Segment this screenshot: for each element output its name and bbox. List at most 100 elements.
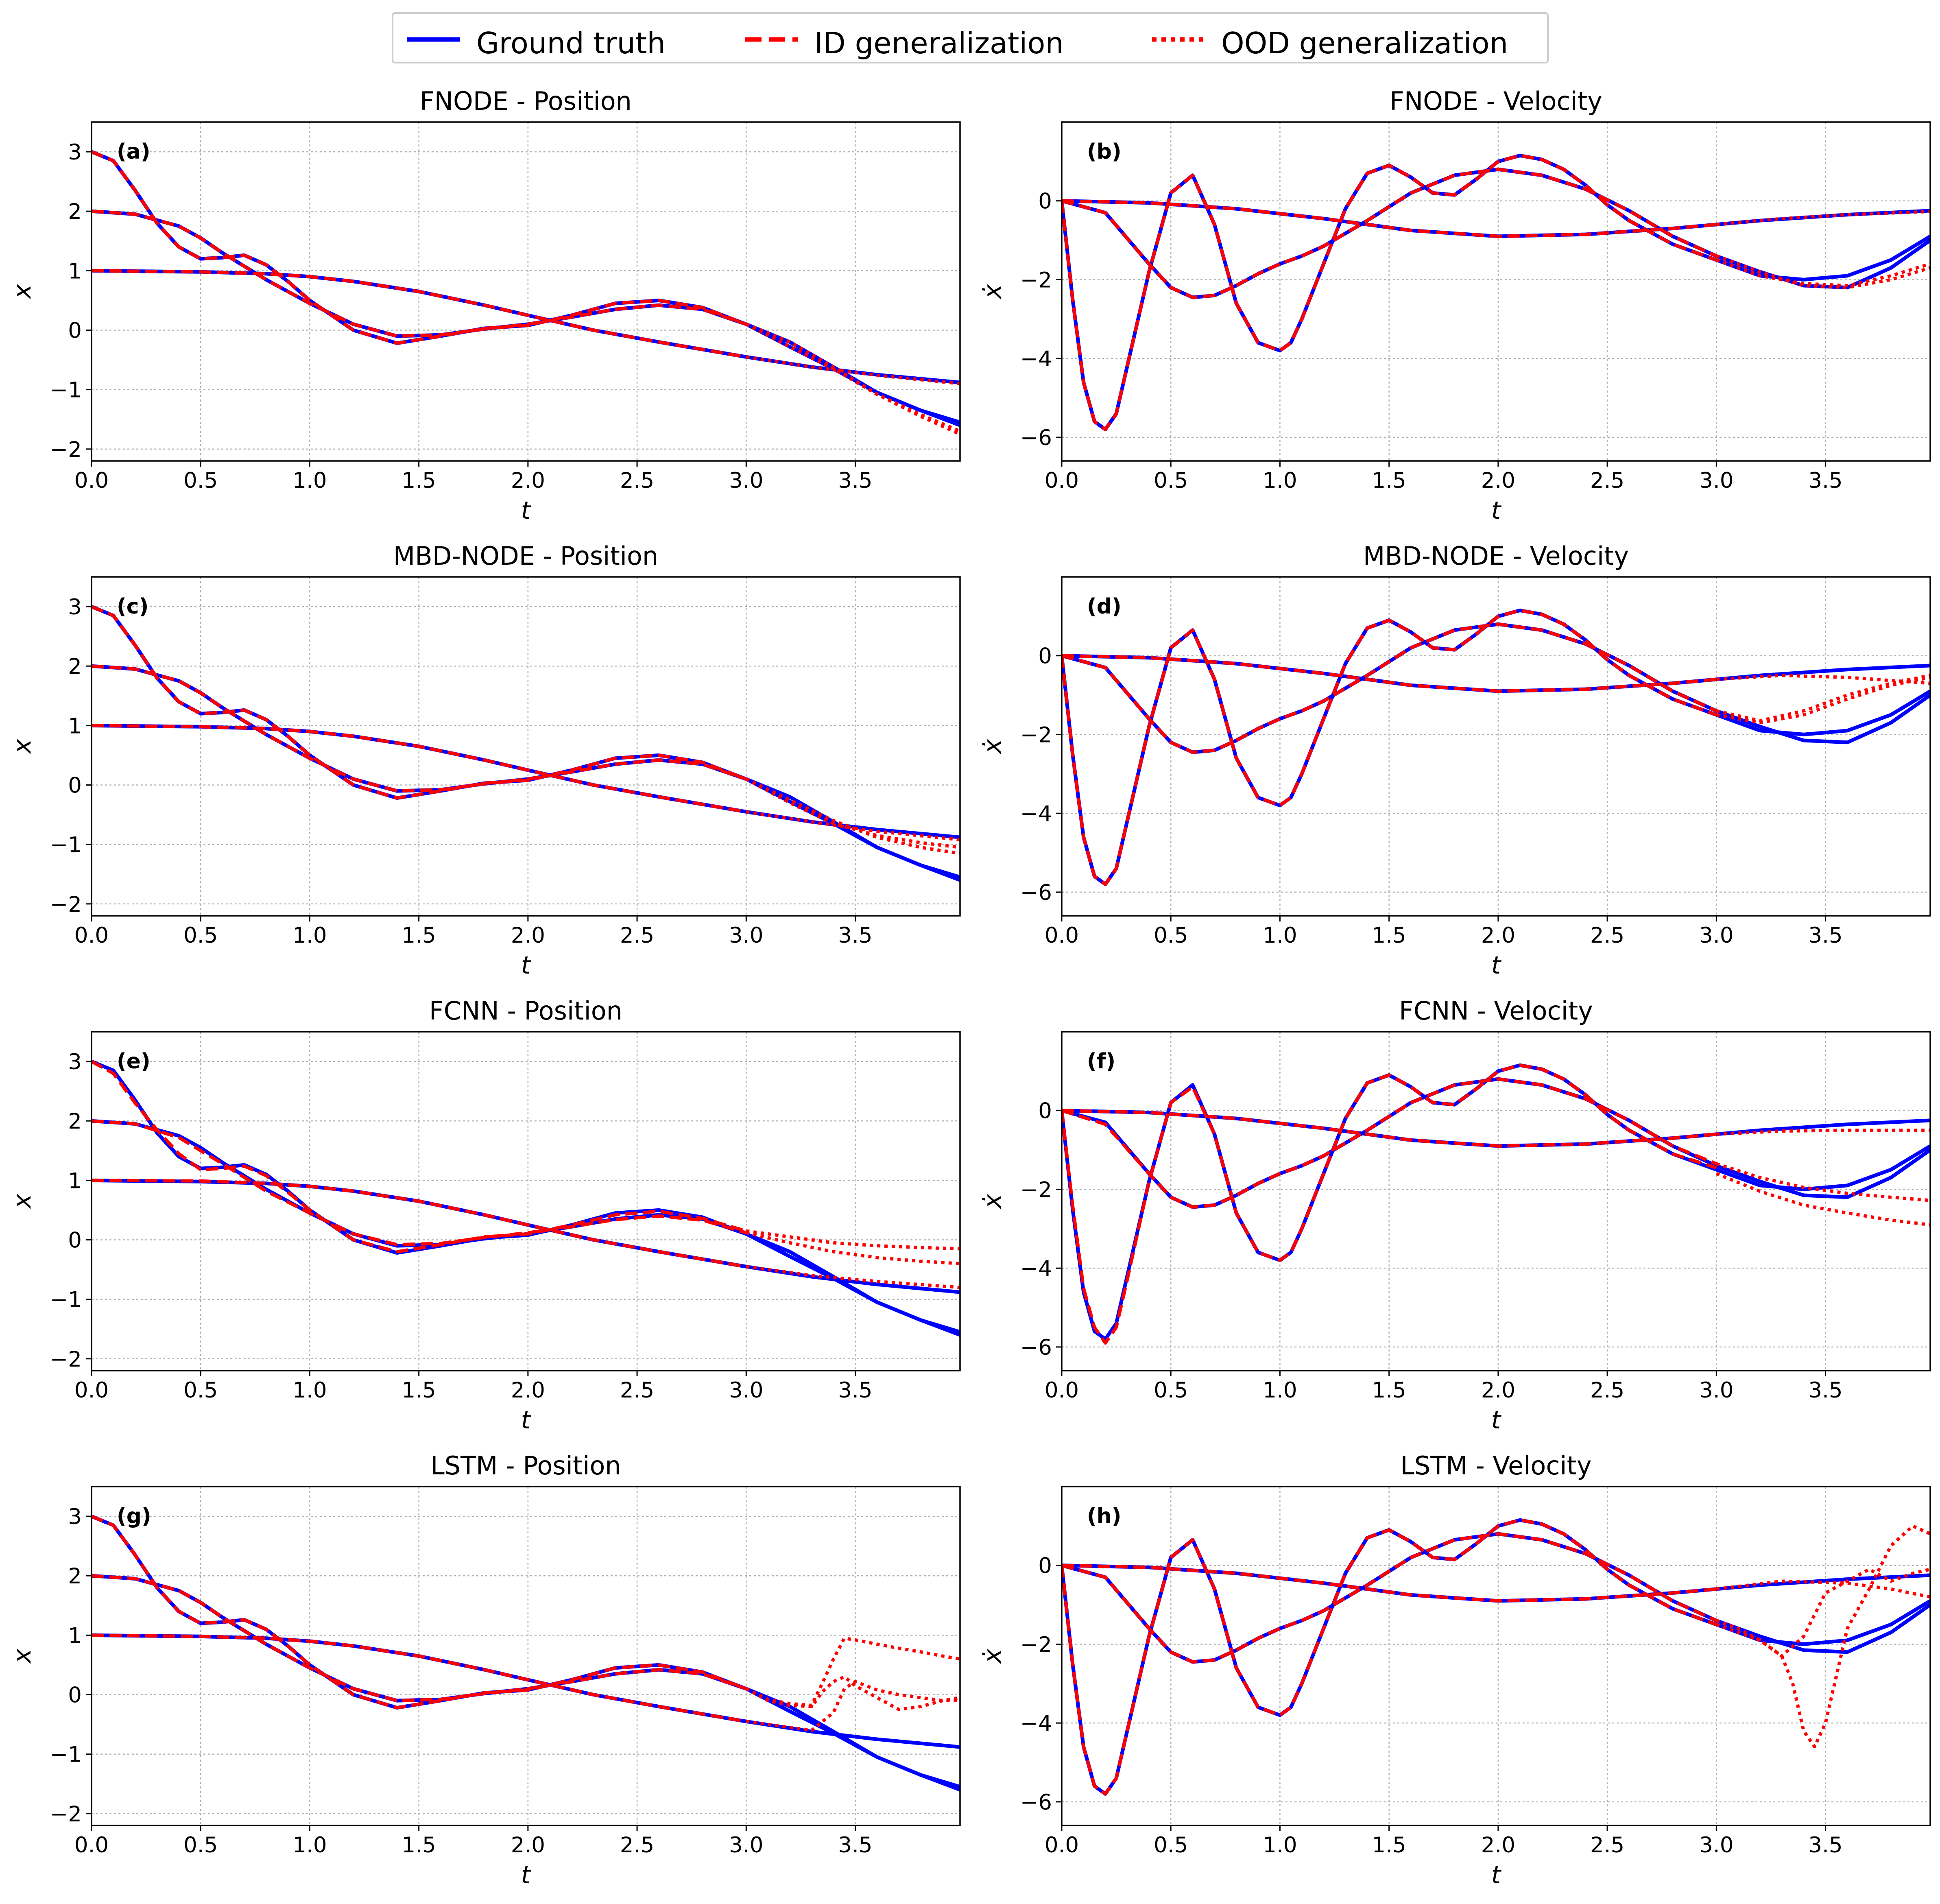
chart-panel-2: MBD-NODE - Position 0.0 0.5 1.0 1.5 2.0 2.5 3.0… (8, 541, 961, 980)
series-line-id (92, 605, 747, 800)
y-tick-label: 3 (68, 1050, 82, 1074)
x-tick-label: 3.0 (1699, 468, 1733, 493)
x-tick-label: 2.5 (1590, 468, 1624, 493)
x-tick-label: 2.5 (1590, 1378, 1624, 1403)
series-line-ood (746, 1265, 960, 1289)
x-tick-label: 1.5 (1372, 1833, 1406, 1858)
y-tick-label: −4 (1020, 801, 1052, 826)
x-tick-label: 1.5 (1372, 468, 1406, 493)
series-line-ood (746, 1229, 960, 1251)
x-tick-label: 2.0 (1481, 468, 1515, 493)
y-tick-label: −6 (1020, 1335, 1052, 1360)
series-line-id (1062, 1532, 1717, 1664)
chart-series-group (92, 1514, 960, 1792)
x-tick-label: 0.0 (74, 1833, 109, 1858)
y-tick-label: 0 (1038, 644, 1052, 669)
y-tick-label: −4 (1020, 1711, 1052, 1736)
y-axis-label: x (8, 284, 37, 299)
x-tick-label: 0.5 (183, 468, 218, 493)
x-tick-label: 0.5 (1154, 1833, 1188, 1858)
series-line-ood (1715, 258, 1930, 287)
series-line-ood (745, 1675, 960, 1711)
y-tick-label: 3 (68, 140, 82, 165)
plot-frame (91, 1031, 961, 1371)
chart-title: FNODE - Velocity (1390, 86, 1602, 116)
y-tick-label: −6 (1020, 1790, 1052, 1815)
y-tick-label: 0 (68, 318, 82, 343)
series-line-ood (1715, 254, 1930, 289)
series-line-id (1062, 1063, 1717, 1345)
series-line-ood (1716, 1162, 1930, 1202)
series-line-id (92, 1179, 746, 1269)
y-tick-label: −1 (50, 378, 82, 403)
x-axis-label: t (521, 951, 532, 980)
x-tick-label: 2.0 (1481, 1833, 1515, 1858)
chart-title: MBD-NODE - Velocity (1363, 541, 1629, 571)
y-tick-label: 3 (68, 1504, 82, 1529)
panel-letter: (c) (117, 594, 148, 619)
series-line-ground-truth (1062, 153, 1930, 431)
series-line-ground-truth (92, 1119, 960, 1334)
chart-series-group (1062, 1518, 1930, 1796)
x-tick-label: 0.0 (1045, 1378, 1079, 1403)
series-line-ground-truth (1062, 608, 1930, 886)
y-tick-label: 1 (68, 1168, 82, 1193)
y-tick-label: 2 (68, 654, 82, 679)
y-tick-label: −2 (50, 892, 82, 917)
y-tick-label: −1 (50, 1288, 82, 1312)
x-tick-label: 2.5 (620, 923, 654, 948)
plot-frame (1061, 576, 1931, 917)
series-line-ood (746, 1231, 960, 1265)
series-line-id (1062, 1109, 1717, 1148)
y-tick-label: 3 (68, 595, 82, 620)
x-tick-label: 0.0 (74, 468, 109, 493)
x-axis-label: t (1491, 951, 1502, 980)
chart-series-group (1062, 608, 1930, 886)
series-line-ood (1715, 1172, 1930, 1227)
series-line-ood (1716, 676, 1930, 725)
plot-frame (91, 576, 961, 917)
x-tick-label: 2.5 (1590, 1833, 1624, 1858)
series-line-ood (1716, 674, 1930, 723)
x-tick-label: 3.0 (729, 923, 763, 948)
x-tick-label: 1.0 (292, 1833, 327, 1858)
legend-line-id-icon (745, 37, 798, 42)
series-line-id (1062, 622, 1717, 754)
x-tick-label: 3.5 (838, 923, 872, 948)
x-tick-label: 1.5 (402, 468, 436, 493)
series-line-ground-truth (92, 664, 960, 879)
series-line-id (92, 1633, 746, 1723)
series-line-id (1062, 1563, 1717, 1603)
y-tick-label: −2 (1020, 268, 1052, 293)
series-line-id (92, 724, 746, 814)
x-tick-label: 3.5 (1808, 468, 1842, 493)
series-line-ood (1716, 1579, 1930, 1599)
x-tick-label: 0.0 (74, 923, 109, 948)
x-tick-label: 1.0 (1263, 1833, 1297, 1858)
x-tick-label: 0.5 (183, 1378, 218, 1403)
chart-panel-6: LSTM - Position 0.0 0.5 1.0 1.5 2.0 2.5 3.0 3.5 3… (8, 1451, 961, 1889)
plot-frame (91, 121, 961, 462)
x-tick-label: 2.0 (511, 468, 545, 493)
chart-panel-0: FNODE - Position 0.0 0.5 1.0 1.5 2.0 2.5 3.0 3.5… (8, 86, 961, 525)
x-tick-label: 1.0 (1263, 923, 1297, 948)
x-tick-label: 0.5 (183, 1833, 218, 1858)
legend-item-id: ID generalization (741, 24, 1107, 58)
x-axis-label: t (1491, 1406, 1502, 1435)
x-tick-label: 2.5 (620, 1378, 654, 1403)
x-tick-label: 1.5 (402, 1833, 436, 1858)
legend-item-ood: OOD generalization (1148, 24, 1538, 58)
y-axis-label: ẋ (978, 284, 1007, 299)
series-line-ground-truth (92, 1514, 960, 1792)
series-line-id (92, 269, 746, 359)
x-tick-label: 0.0 (1045, 923, 1079, 948)
y-tick-label: −2 (1020, 723, 1052, 747)
series-line-id (92, 1060, 747, 1253)
x-tick-label: 3.5 (838, 1378, 872, 1403)
y-tick-label: −6 (1020, 426, 1052, 450)
series-line-ood (1715, 1568, 1930, 1658)
x-tick-label: 1.0 (292, 1378, 327, 1403)
series-line-id (92, 1515, 747, 1710)
panel-letter: (e) (117, 1049, 151, 1074)
